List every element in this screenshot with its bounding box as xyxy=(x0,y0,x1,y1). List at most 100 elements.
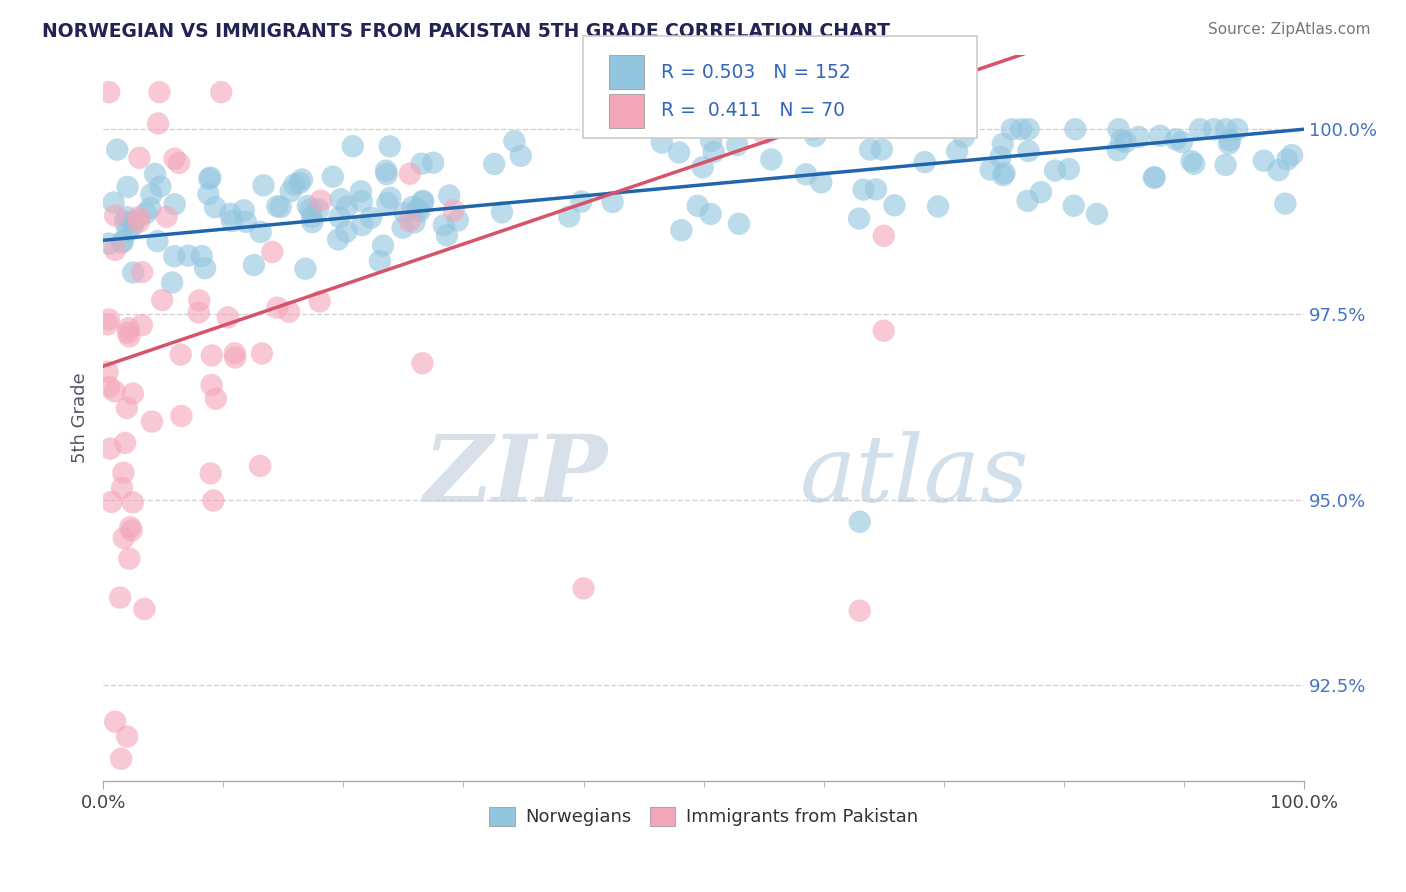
Point xyxy=(336,200,359,214)
Point xyxy=(301,210,323,224)
Point xyxy=(112,234,135,248)
Text: Source: ZipAtlas.com: Source: ZipAtlas.com xyxy=(1208,22,1371,37)
Point xyxy=(122,266,145,280)
Point xyxy=(401,200,423,214)
Point xyxy=(558,210,581,224)
Point xyxy=(804,128,827,143)
Point xyxy=(801,122,824,136)
Point xyxy=(291,172,314,186)
Point xyxy=(98,380,121,394)
Point xyxy=(1171,135,1194,149)
Point xyxy=(309,194,332,208)
Point xyxy=(852,183,875,197)
Point xyxy=(108,591,131,605)
Point xyxy=(1057,162,1080,177)
Point xyxy=(1218,136,1240,151)
Point xyxy=(98,442,121,456)
Point xyxy=(270,200,292,214)
Point xyxy=(572,582,595,596)
Point xyxy=(692,161,714,175)
Point xyxy=(350,194,373,209)
Point xyxy=(117,179,139,194)
Point xyxy=(118,321,141,335)
Point xyxy=(703,145,725,159)
Text: R = 0.503   N = 152: R = 0.503 N = 152 xyxy=(661,62,851,82)
Point xyxy=(380,191,402,205)
Point xyxy=(112,531,135,545)
Point xyxy=(97,365,120,379)
Point xyxy=(1149,128,1171,143)
Point xyxy=(865,182,887,196)
Point xyxy=(411,157,433,171)
Point xyxy=(252,178,274,193)
Point xyxy=(433,218,456,232)
Point xyxy=(235,215,257,229)
Point xyxy=(394,206,416,220)
Point xyxy=(368,254,391,268)
Point xyxy=(1017,144,1039,158)
Point xyxy=(1215,122,1237,136)
Point xyxy=(100,495,122,509)
Point xyxy=(1204,122,1226,136)
Point xyxy=(134,602,156,616)
Point xyxy=(360,211,382,225)
Point xyxy=(122,386,145,401)
Point xyxy=(170,409,193,423)
Point xyxy=(1226,122,1249,136)
Point xyxy=(187,305,209,319)
Point xyxy=(194,261,217,276)
Point xyxy=(404,215,426,229)
Point xyxy=(163,249,186,263)
Point xyxy=(131,265,153,279)
Point xyxy=(155,210,177,224)
Point xyxy=(167,156,190,170)
Point xyxy=(204,200,226,214)
Point xyxy=(329,211,352,225)
Point xyxy=(249,458,271,473)
Point xyxy=(200,170,222,185)
Point xyxy=(1143,170,1166,185)
Point xyxy=(250,346,273,360)
Point xyxy=(569,194,592,209)
Point xyxy=(848,211,870,226)
Point xyxy=(299,202,322,217)
Point xyxy=(232,203,254,218)
Point xyxy=(1253,153,1275,168)
Point xyxy=(1108,122,1130,136)
Point xyxy=(412,194,434,209)
Point xyxy=(97,236,120,251)
Point xyxy=(262,244,284,259)
Point xyxy=(398,214,420,228)
Point xyxy=(112,466,135,480)
Point xyxy=(991,168,1014,182)
Point xyxy=(135,206,157,220)
Point xyxy=(953,130,976,145)
Point xyxy=(1281,148,1303,162)
Point xyxy=(148,85,170,99)
Point xyxy=(224,346,246,360)
Point xyxy=(128,151,150,165)
Text: ZIP: ZIP xyxy=(423,431,607,521)
Point xyxy=(980,162,1002,177)
Point xyxy=(163,197,186,211)
Point xyxy=(118,551,141,566)
Point xyxy=(104,243,127,257)
Point xyxy=(160,276,183,290)
Point xyxy=(1107,143,1129,157)
Point xyxy=(994,166,1017,180)
Point xyxy=(115,401,138,415)
Point xyxy=(651,136,673,150)
Point xyxy=(1085,207,1108,221)
Point xyxy=(297,199,319,213)
Point xyxy=(224,351,246,365)
Point xyxy=(412,194,434,208)
Point xyxy=(1018,122,1040,136)
Point xyxy=(699,207,721,221)
Text: NORWEGIAN VS IMMIGRANTS FROM PAKISTAN 5TH GRADE CORRELATION CHART: NORWEGIAN VS IMMIGRANTS FROM PAKISTAN 5T… xyxy=(42,22,890,41)
Point xyxy=(1115,135,1137,149)
Point xyxy=(1128,130,1150,145)
Point xyxy=(391,220,413,235)
Point xyxy=(307,202,329,217)
Text: atlas: atlas xyxy=(800,431,1029,521)
Point xyxy=(335,225,357,239)
